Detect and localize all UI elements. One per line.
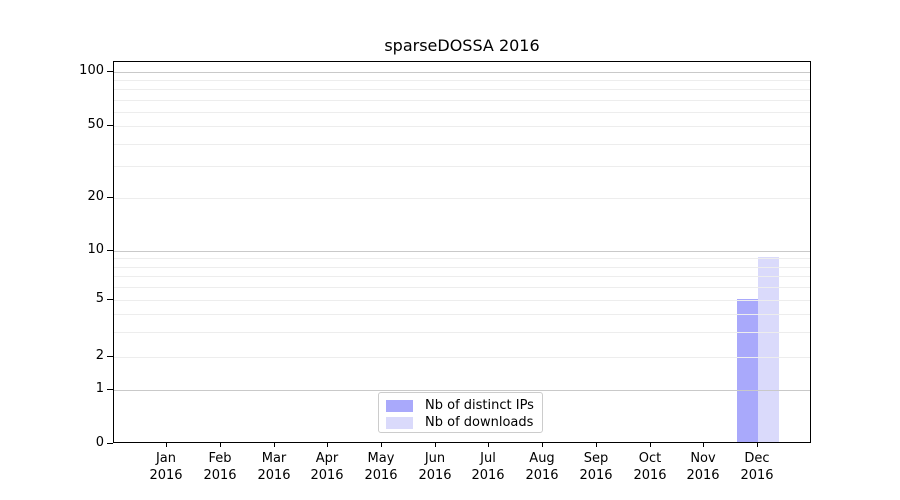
- y-tick-mark: [107, 125, 113, 126]
- x-tick-year: 2016: [364, 468, 398, 483]
- y-tick-label: 5: [95, 291, 104, 306]
- x-tick-month: Feb: [208, 451, 232, 466]
- x-tick-year: 2016: [525, 468, 559, 483]
- x-tick-label: Sep 2016: [556, 450, 636, 484]
- gridline-major: [114, 390, 810, 391]
- x-tick-mark: [166, 443, 167, 447]
- gridline-minor: [114, 300, 810, 301]
- y-tick-label: 10: [87, 242, 104, 257]
- x-tick-year: 2016: [257, 468, 291, 483]
- x-tick-month: Jun: [424, 451, 446, 466]
- x-tick-month: Jan: [155, 451, 177, 466]
- chart-title: sparseDOSSA 2016: [384, 36, 540, 55]
- y-tick-mark: [107, 299, 113, 300]
- x-tick-label: Aug 2016: [502, 450, 582, 484]
- x-tick-mark: [274, 443, 275, 447]
- x-tick-month: Sep: [583, 451, 609, 466]
- x-tick-mark: [596, 443, 597, 447]
- grid-layer: [114, 62, 810, 442]
- x-tick-year: 2016: [418, 468, 452, 483]
- gridline-minor: [114, 144, 810, 145]
- gridline-minor: [114, 287, 810, 288]
- legend-swatch-distinct-ips-icon: [386, 400, 413, 412]
- x-tick-label: Oct 2016: [610, 450, 690, 484]
- y-tick-mark: [107, 443, 113, 444]
- plot-area: Nb of distinct IPs Nb of downloads: [113, 61, 811, 443]
- x-tick-year: 2016: [149, 468, 183, 483]
- gridline-minor: [114, 314, 810, 315]
- x-tick-label: Apr 2016: [287, 450, 367, 484]
- y-tick-label: 50: [87, 117, 104, 132]
- gridline-minor: [114, 166, 810, 167]
- gridline-minor: [114, 332, 810, 333]
- x-tick-year: 2016: [203, 468, 237, 483]
- x-tick-year: 2016: [740, 468, 774, 483]
- x-tick-label: Dec 2016: [717, 450, 797, 484]
- x-tick-label: Jan 2016: [126, 450, 206, 484]
- gridline-minor: [114, 198, 810, 199]
- x-tick-month: Dec: [744, 451, 770, 466]
- x-tick-month: Oct: [638, 451, 662, 466]
- gridline-minor: [114, 89, 810, 90]
- x-tick-year: 2016: [471, 468, 505, 483]
- gridline-minor: [114, 100, 810, 101]
- x-tick-month: Mar: [261, 451, 287, 466]
- y-tick-mark: [107, 197, 113, 198]
- y-tick-mark: [107, 389, 113, 390]
- y-tick-label: 0: [95, 435, 104, 450]
- y-tick-label: 100: [79, 63, 104, 78]
- gridline-major: [114, 72, 810, 73]
- x-tick-year: 2016: [310, 468, 344, 483]
- y-tick-label: 1: [95, 381, 104, 396]
- y-tick-mark: [107, 356, 113, 357]
- x-tick-label: Feb 2016: [180, 450, 260, 484]
- x-tick-mark: [220, 443, 221, 447]
- gridline-major: [114, 251, 810, 252]
- x-tick-year: 2016: [579, 468, 613, 483]
- legend: Nb of distinct IPs Nb of downloads: [378, 392, 543, 433]
- bar-downloads: [758, 257, 779, 442]
- legend-label-downloads: Nb of downloads: [425, 415, 534, 430]
- x-tick-year: 2016: [686, 468, 720, 483]
- legend-swatch-downloads-icon: [386, 417, 413, 429]
- gridline-minor: [114, 357, 810, 358]
- y-tick-label: 20: [87, 189, 104, 204]
- x-tick-month: Apr: [315, 451, 339, 466]
- y-tick-label: 2: [95, 348, 104, 363]
- x-tick-mark: [381, 443, 382, 447]
- y-tick-mark: [107, 71, 113, 72]
- legend-item-distinct-ips: Nb of distinct IPs: [386, 398, 542, 414]
- x-tick-label: Jul 2016: [448, 450, 528, 484]
- x-tick-month: Jul: [480, 451, 496, 466]
- x-tick-label: Nov 2016: [663, 450, 743, 484]
- x-tick-mark: [650, 443, 651, 447]
- x-tick-mark: [542, 443, 543, 447]
- x-tick-month: Aug: [529, 451, 555, 466]
- x-tick-mark: [703, 443, 704, 447]
- bar-distinct-ips: [737, 299, 758, 442]
- gridline-minor: [114, 276, 810, 277]
- x-tick-mark: [757, 443, 758, 447]
- x-tick-label: Jun 2016: [395, 450, 475, 484]
- gridline-minor: [114, 80, 810, 81]
- bars-layer: [114, 62, 810, 442]
- x-tick-mark: [435, 443, 436, 447]
- y-tick-mark: [107, 250, 113, 251]
- x-tick-mark: [327, 443, 328, 447]
- gridline-minor: [114, 267, 810, 268]
- gridline-minor: [114, 258, 810, 259]
- legend-item-downloads: Nb of downloads: [386, 415, 542, 431]
- gridline-minor: [114, 126, 810, 127]
- x-tick-month: Nov: [690, 451, 716, 466]
- x-tick-month: May: [367, 451, 395, 466]
- x-tick-label: May 2016: [341, 450, 421, 484]
- gridline-minor: [114, 112, 810, 113]
- x-tick-mark: [488, 443, 489, 447]
- legend-label-distinct-ips: Nb of distinct IPs: [425, 398, 534, 413]
- x-tick-year: 2016: [633, 468, 667, 483]
- x-tick-label: Mar 2016: [234, 450, 314, 484]
